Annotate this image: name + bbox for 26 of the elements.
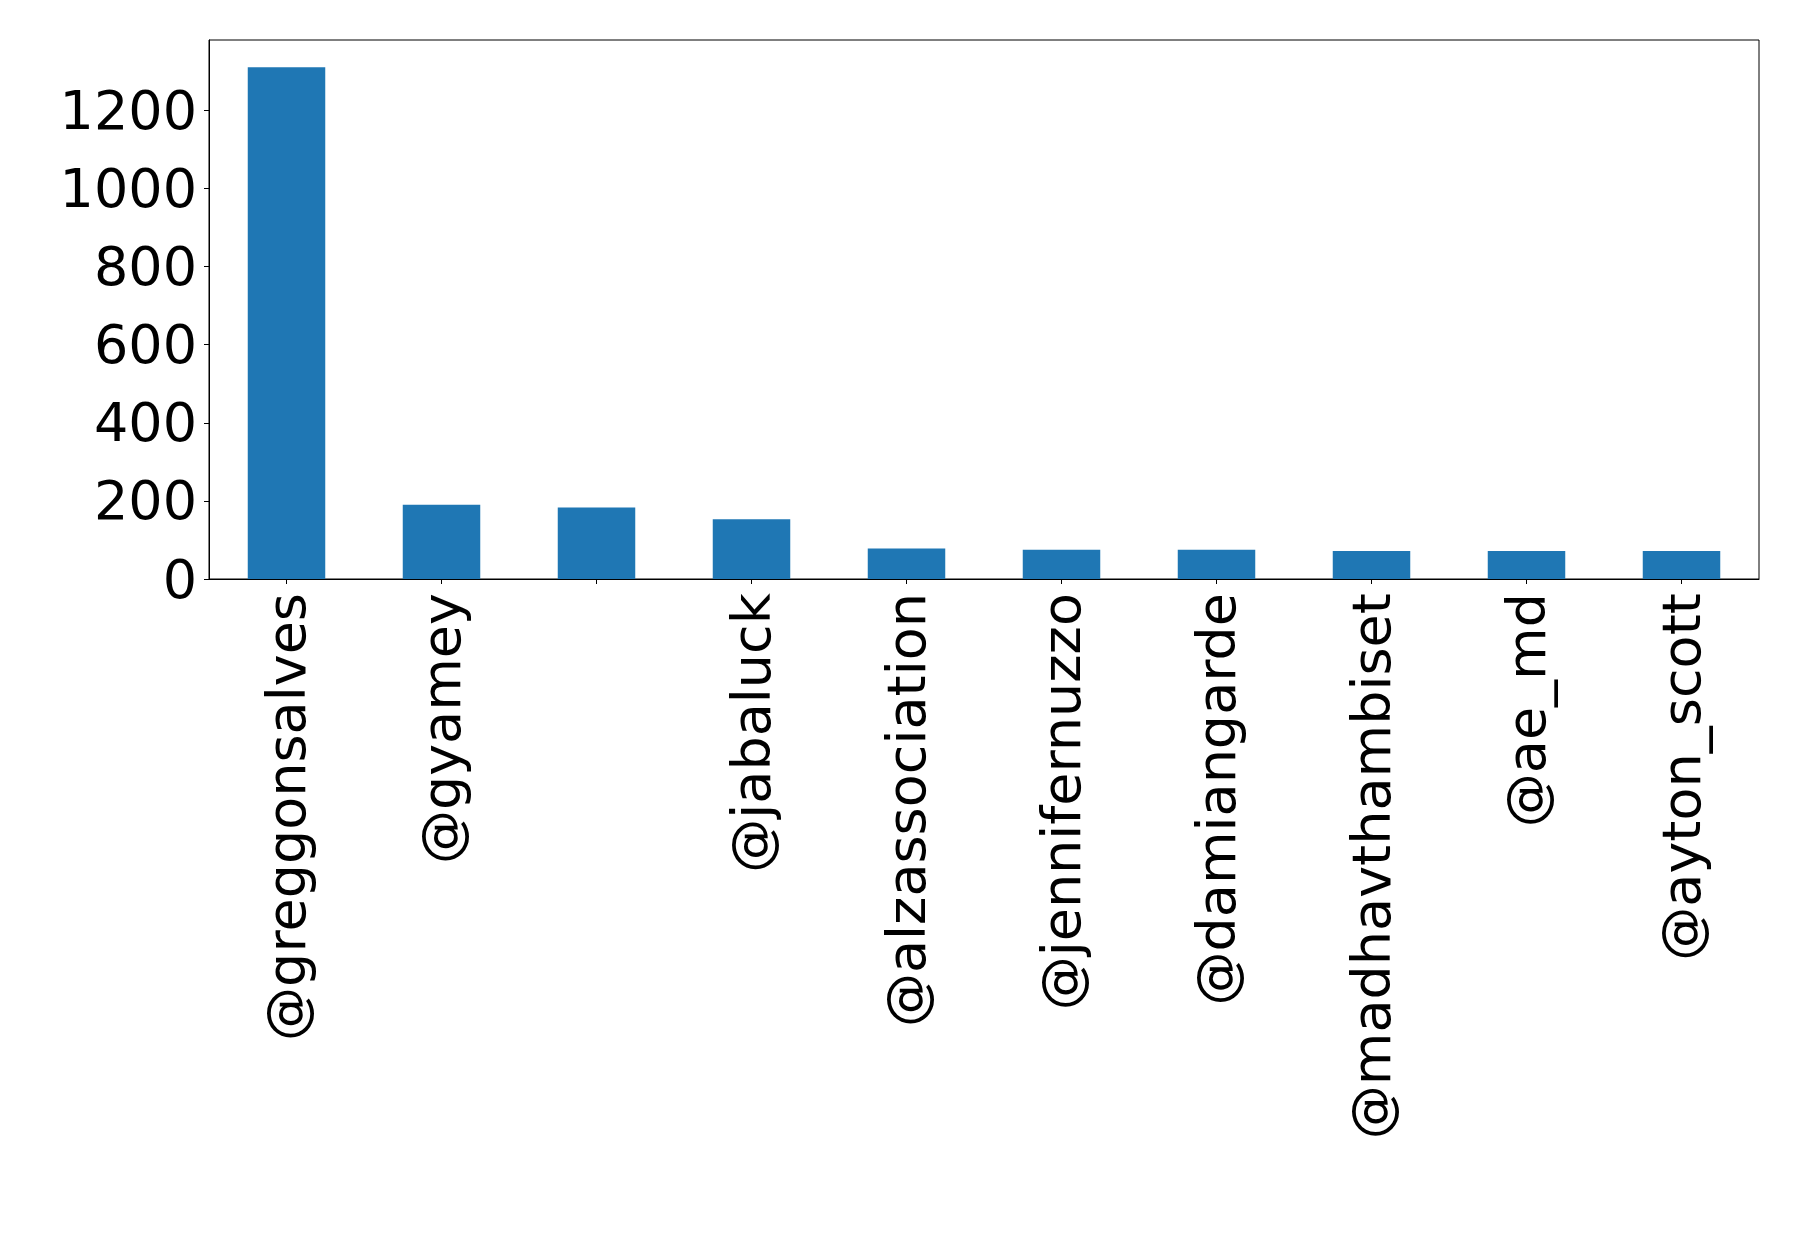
y-tick-label: 0 [162,547,197,611]
bar [247,67,326,579]
x-tick-label: @ae_md [1495,593,1558,828]
bar [557,507,636,579]
y-tick-label: 800 [93,235,197,299]
bar [867,548,946,579]
x-tick-label: @jennifernuzzo [1030,593,1093,1011]
bar [1332,550,1411,579]
bar [1642,550,1721,579]
y-tick-label: 200 [93,469,197,533]
x-tick-label: @alzassociation [875,593,938,1028]
bar [712,519,791,579]
bar [1487,550,1566,579]
bar [1177,549,1256,579]
x-tick-label: @greggonsalves [255,593,318,1041]
x-tick-label: @madhavthambiset [1340,593,1403,1140]
x-tick-label: @gyamey [410,593,473,865]
y-tick-label: 600 [93,313,197,377]
x-tick-label: @jabaluck [720,592,783,873]
x-tick-label: @damiangarde [1185,593,1248,1006]
bar [1022,549,1101,579]
y-tick-label: 1200 [59,78,197,142]
y-tick-label: 1000 [59,156,197,220]
y-tick-label: 400 [93,391,197,455]
bar [402,504,481,579]
x-tick-label: @ayton_scott [1650,593,1713,961]
